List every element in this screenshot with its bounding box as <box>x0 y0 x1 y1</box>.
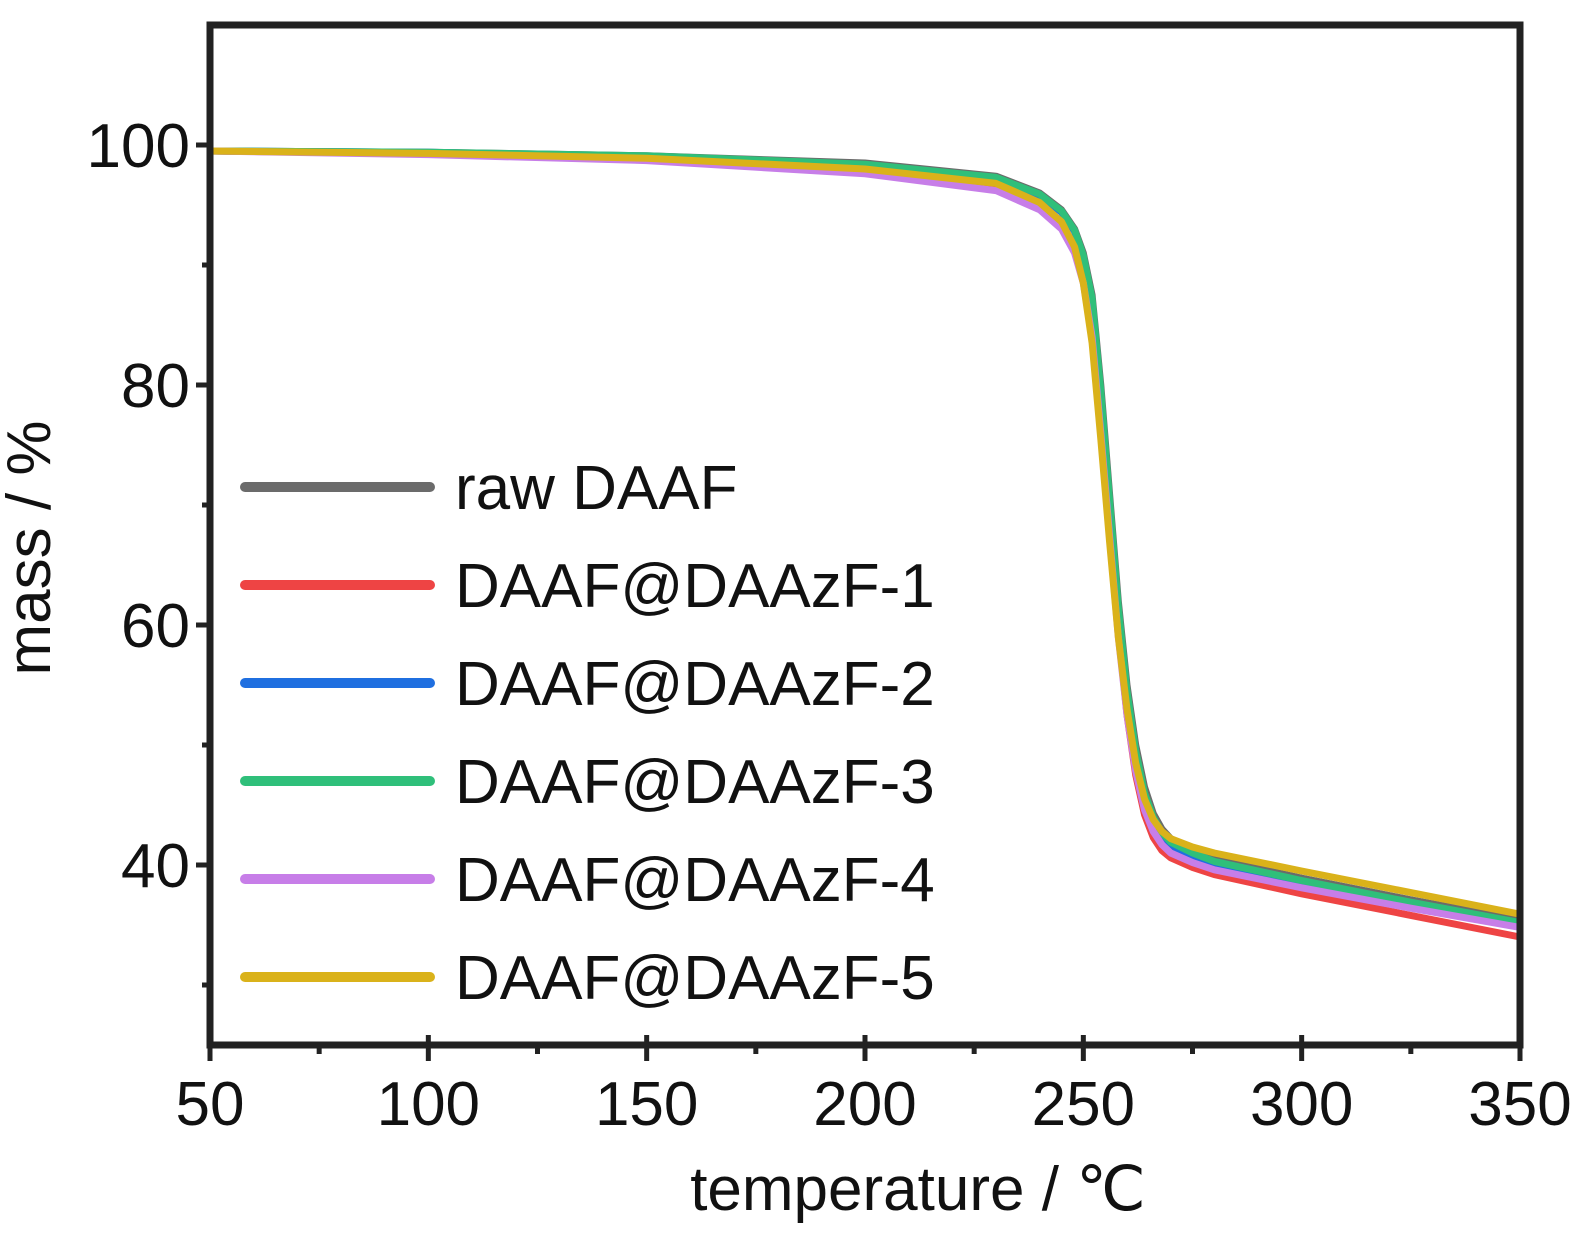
legend-label-2: DAAF@DAAzF-1 <box>455 552 935 621</box>
x-tick-label: 100 <box>377 1070 480 1139</box>
y-tick-label: 100 <box>87 112 190 181</box>
x-axis-title: temperature / ℃ <box>690 1155 1146 1224</box>
series-line-2 <box>206 147 1524 941</box>
legend: raw DAAF DAAF@DAAzF-1 DAAF@DAAzF-2 DAAF@DAA… <box>240 454 935 1013</box>
legend-label-4: DAAF@DAAzF-3 <box>455 748 935 817</box>
series-line-6 <box>206 147 1524 918</box>
legend-label-1: raw DAAF <box>455 454 737 523</box>
x-tick-label: 50 <box>176 1070 245 1139</box>
x-tick-label: 300 <box>1250 1070 1353 1139</box>
legend-label-5: DAAF@DAAzF-4 <box>455 846 935 915</box>
x-tick-label: 200 <box>813 1070 916 1139</box>
legend-label-6: DAAF@DAAzF-5 <box>455 944 935 1013</box>
x-tick-label: 250 <box>1032 1070 1135 1139</box>
series-layer <box>206 147 1524 941</box>
x-tick-label: 150 <box>595 1070 698 1139</box>
y-axis-title: mass / % <box>0 421 64 676</box>
legend-label-3: DAAF@DAAzF-2 <box>455 650 935 719</box>
ticks-layer: 50 100 150 200 250 300 350 40 60 80 100 <box>87 112 1572 1139</box>
x-tick-label: 350 <box>1468 1070 1571 1139</box>
y-tick-label: 60 <box>121 592 190 661</box>
y-tick-label: 80 <box>121 352 190 421</box>
y-tick-label: 40 <box>121 832 190 901</box>
